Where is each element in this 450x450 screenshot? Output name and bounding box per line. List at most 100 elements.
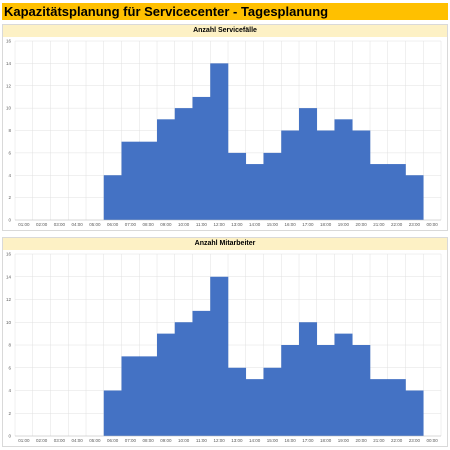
data-bar (121, 356, 140, 436)
x-tick-label: 03:00 (54, 438, 66, 443)
x-tick-label: 02:00 (36, 222, 48, 227)
x-tick-label: 17:00 (302, 222, 314, 227)
x-tick-label: 04:00 (71, 438, 83, 443)
data-bar (281, 345, 300, 436)
x-tick-label: 12:00 (213, 438, 225, 443)
data-bar (405, 390, 424, 436)
data-bar (334, 119, 353, 220)
x-tick-label: 08:00 (142, 222, 154, 227)
data-bar (387, 379, 406, 436)
data-bar (405, 175, 424, 220)
y-tick-label: 16 (6, 252, 12, 257)
y-tick-label: 8 (8, 128, 11, 133)
x-tick-label: 12:00 (213, 222, 225, 227)
x-tick-label: 16:00 (284, 222, 296, 227)
x-tick-label: 00:00 (426, 438, 438, 443)
x-tick-label: 13:00 (231, 438, 243, 443)
data-bar (352, 130, 371, 220)
data-bar (245, 379, 264, 436)
x-tick-label: 15:00 (267, 222, 279, 227)
y-tick-label: 12 (6, 297, 12, 302)
x-tick-label: 04:00 (71, 222, 83, 227)
x-tick-label: 07:00 (125, 222, 137, 227)
x-tick-label: 19:00 (338, 438, 350, 443)
x-tick-label: 08:00 (142, 438, 154, 443)
data-bar (263, 367, 282, 436)
chart-servicefaelle: Anzahl Servicefälle 0 2 4 6 8 10 12 14 16 01:00 02… (2, 24, 448, 231)
x-tick-label: 17:00 (302, 438, 314, 443)
y-tick-label: 6 (8, 150, 11, 155)
x-tick-label: 19:00 (338, 222, 350, 227)
data-bar (370, 379, 389, 436)
y-tick-label: 14 (6, 274, 12, 279)
x-tick-label: 05:00 (89, 222, 101, 227)
data-bar (210, 276, 229, 436)
data-bar (228, 152, 247, 220)
x-tick-label: 14:00 (249, 222, 261, 227)
y-tick-label: 10 (6, 320, 12, 325)
data-bar (299, 108, 318, 220)
chart-plot: 0 2 4 6 8 10 12 14 16 01:00 02:00 03:00 04:00 05:00 06… (6, 252, 442, 443)
data-bar (121, 141, 140, 220)
data-bar (139, 356, 158, 436)
data-bar (316, 345, 335, 436)
data-bar (103, 390, 122, 436)
x-tick-label: 02:00 (36, 438, 48, 443)
y-tick-label: 16 (6, 39, 12, 44)
x-tick-label: 15:00 (267, 438, 279, 443)
y-tick-label: 14 (6, 61, 12, 66)
data-bar (245, 164, 264, 220)
data-bar (103, 175, 122, 220)
x-tick-label: 14:00 (249, 438, 261, 443)
data-bar (299, 322, 318, 436)
y-tick-label: 2 (8, 195, 11, 200)
data-bar (281, 130, 300, 220)
x-tick-label: 01:00 (18, 438, 30, 443)
x-tick-label: 06:00 (107, 222, 119, 227)
y-tick-label: 4 (8, 173, 11, 178)
x-tick-label: 11:00 (196, 222, 207, 227)
data-bar (157, 333, 176, 436)
data-bar (174, 108, 193, 220)
x-tick-label: 01:00 (18, 222, 30, 227)
x-tick-label: 20:00 (355, 438, 367, 443)
data-bar (210, 63, 229, 220)
chart-plot: 0 2 4 6 8 10 12 14 16 01:00 02:00 03:00 04:00 05:00 06… (6, 39, 442, 227)
x-tick-label: 21:00 (373, 222, 385, 227)
data-bar (352, 345, 371, 436)
x-tick-label: 22:00 (391, 222, 403, 227)
x-tick-label: 03:00 (54, 222, 66, 227)
y-tick-label: 12 (6, 83, 12, 88)
y-tick-label: 8 (8, 343, 11, 348)
x-tick-label: 22:00 (391, 438, 403, 443)
data-bar (174, 322, 193, 436)
x-tick-label: 11:00 (196, 438, 207, 443)
chart-mitarbeiter: Anzahl Mitarbeiter 0 2 4 6 8 10 12 14 16 01:00 02:… (2, 237, 448, 447)
x-tick-label: 20:00 (355, 222, 367, 227)
y-tick-label: 0 (8, 218, 11, 223)
data-bar (370, 164, 389, 220)
data-bar (334, 333, 353, 436)
x-tick-label: 09:00 (160, 222, 172, 227)
page-title: Kapazitätsplanung für Servicecenter - Ta… (2, 3, 448, 20)
x-tick-label: 23:00 (409, 438, 421, 443)
y-tick-label: 2 (8, 411, 11, 416)
x-tick-label: 23:00 (409, 222, 421, 227)
x-tick-label: 13:00 (231, 222, 243, 227)
x-tick-label: 18:00 (320, 438, 332, 443)
data-bar (139, 141, 158, 220)
chart-title: Anzahl Servicefälle (3, 25, 447, 37)
x-tick-label: 10:00 (178, 438, 190, 443)
data-bar (316, 130, 335, 220)
x-tick-label: 18:00 (320, 222, 332, 227)
x-tick-label: 00:00 (426, 222, 438, 227)
data-bar (228, 367, 247, 436)
x-tick-label: 21:00 (373, 438, 385, 443)
chart-title: Anzahl Mitarbeiter (3, 238, 447, 250)
data-bar (387, 164, 406, 220)
y-tick-label: 4 (8, 388, 11, 393)
x-tick-label: 05:00 (89, 438, 101, 443)
x-tick-label: 06:00 (107, 438, 119, 443)
data-bar (157, 119, 176, 220)
x-tick-label: 16:00 (284, 438, 296, 443)
